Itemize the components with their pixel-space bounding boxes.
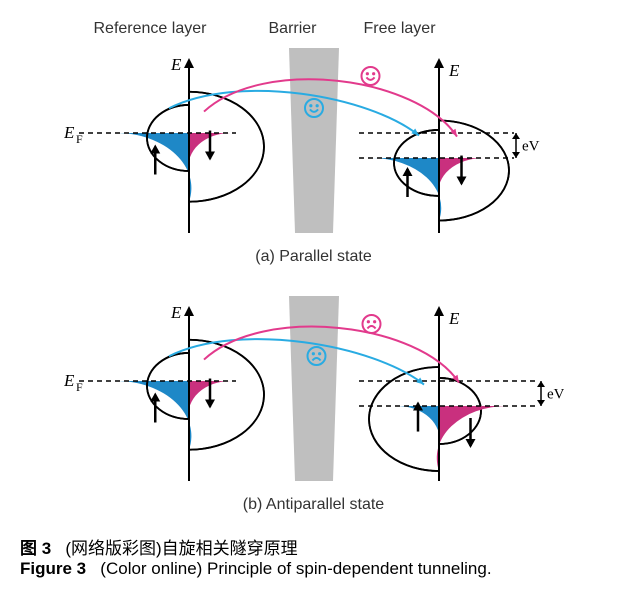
panel-b: EEEFeV bbox=[64, 286, 564, 486]
top-labels-row: Reference layer Barrier Free layer bbox=[64, 20, 564, 38]
label-free: Free layer bbox=[364, 20, 436, 38]
fig-num-cn: 图 3 bbox=[20, 539, 51, 558]
label-barrier: Barrier bbox=[269, 20, 364, 38]
svg-text:F: F bbox=[76, 380, 83, 394]
caption-en: Figure 3 (Color online) Principle of spi… bbox=[20, 559, 607, 579]
panel-a: EEEFeV bbox=[64, 38, 564, 238]
caption-cn-text: (网络版彩图)自旋相关隧穿原理 bbox=[65, 539, 297, 558]
svg-text:E: E bbox=[448, 309, 460, 328]
fig-num-en: Figure 3 bbox=[20, 559, 86, 578]
svg-text:eV: eV bbox=[547, 387, 564, 403]
panel-b-label: (b) Antiparallel state bbox=[20, 496, 607, 514]
panel-a-label: (a) Parallel state bbox=[20, 248, 607, 266]
label-reference: Reference layer bbox=[94, 20, 269, 38]
diagram-antiparallel: EEEFeV bbox=[64, 286, 564, 486]
diagram-parallel: EEEFeV bbox=[64, 38, 564, 238]
svg-text:E: E bbox=[64, 371, 75, 390]
svg-text:E: E bbox=[64, 123, 75, 142]
svg-text:eV: eV bbox=[522, 139, 540, 155]
caption-en-text: (Color online) Principle of spin-depende… bbox=[100, 559, 491, 578]
svg-text:E: E bbox=[170, 303, 182, 322]
svg-text:F: F bbox=[76, 132, 83, 146]
caption-cn: 图 3 (网络版彩图)自旋相关隧穿原理 bbox=[20, 534, 607, 559]
figure-container: Reference layer Barrier Free layer EEEFe… bbox=[20, 20, 607, 579]
svg-text:E: E bbox=[448, 61, 460, 80]
svg-text:E: E bbox=[170, 55, 182, 74]
